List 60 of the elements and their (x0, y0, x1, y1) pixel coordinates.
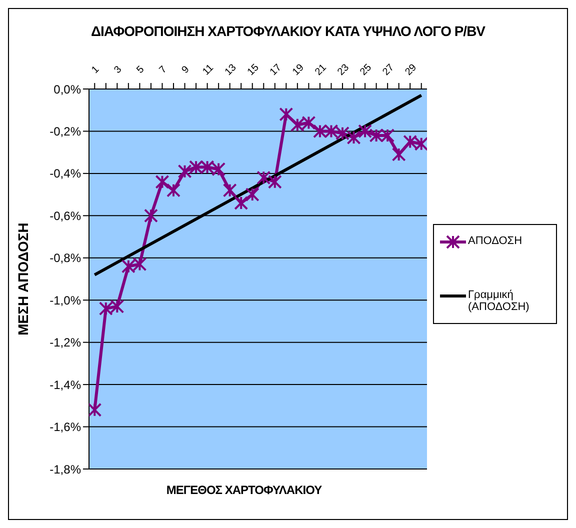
y-tick-label: -1,2% (50, 336, 82, 350)
x-axis-title: ΜΕΓΕΘΟΣ ΧΑΡΤΟΦΥΛΑΚΙΟΥ (165, 483, 323, 497)
point (245, 188, 260, 202)
y-tick-label: 0,0% (54, 82, 82, 96)
point (302, 116, 316, 130)
point (336, 126, 350, 140)
y-tick-label: -0,8% (50, 251, 82, 266)
point (144, 208, 158, 223)
x-tick-label: 27 (380, 62, 397, 78)
point (369, 128, 384, 142)
point (166, 183, 180, 198)
x-tick-label: 11 (200, 62, 216, 78)
point (268, 174, 282, 189)
x-tick-label: 21 (313, 62, 330, 78)
point (178, 164, 192, 178)
legend-label: Γραμμική (ΑΠΟΔΟΣΗ) (468, 289, 530, 313)
point (132, 257, 147, 272)
y-tick-label: -1,4% (50, 378, 82, 392)
x-tick-label: 17 (268, 62, 284, 78)
point (89, 402, 102, 417)
point (414, 136, 427, 151)
point (200, 160, 214, 174)
point (324, 124, 338, 138)
point (256, 170, 271, 185)
x-tick-label: 29 (403, 62, 420, 78)
point (392, 147, 406, 162)
y-axis-title: ΜΕΣΗ ΑΠΟΔΟΣΗ (14, 222, 31, 336)
point (121, 259, 136, 274)
point (212, 162, 226, 176)
y-tick-label: -0,6% (50, 208, 82, 223)
legend-label: ΑΠΟΔΟΣΗ (468, 235, 522, 247)
x-tick-label: 3 (112, 64, 124, 76)
point (380, 128, 395, 142)
x-tick-label: 9 (180, 64, 192, 76)
point (98, 302, 113, 316)
point (155, 174, 170, 189)
x-tick-label: 13 (223, 62, 240, 78)
x-tick-label: 7 (157, 64, 170, 76)
y-tick-label: -1,6% (50, 420, 82, 434)
x-tick-label: 19 (290, 62, 307, 78)
point (290, 118, 304, 132)
point (346, 130, 361, 145)
point (234, 196, 248, 210)
x-tick-label: 23 (336, 62, 352, 78)
y-tick-label: -1,0% (50, 293, 82, 308)
chart-title: ΔΙΑΦΟΡΟΠΟΙΗΣΗ ΧΑΡΤΟΦΥΛΑΚΙΟΥ ΚΑΤΑ ΥΨΗΛΟ ΛΟΓΟ P/BV (90, 23, 486, 39)
point (222, 183, 237, 198)
point (358, 124, 372, 138)
x-tick-label: 5 (134, 64, 147, 76)
y-tick-label: -1,8% (50, 462, 82, 476)
point (110, 299, 124, 314)
y-tick-label: -0,2% (50, 124, 82, 138)
point (189, 160, 204, 174)
x-tick-label: 15 (246, 62, 262, 78)
point (279, 107, 294, 122)
y-tick-label: -0,4% (50, 166, 82, 181)
point (403, 134, 418, 149)
x-tick-label: 25 (358, 62, 374, 78)
x-tick-label: 1 (90, 64, 102, 76)
point (312, 124, 327, 138)
